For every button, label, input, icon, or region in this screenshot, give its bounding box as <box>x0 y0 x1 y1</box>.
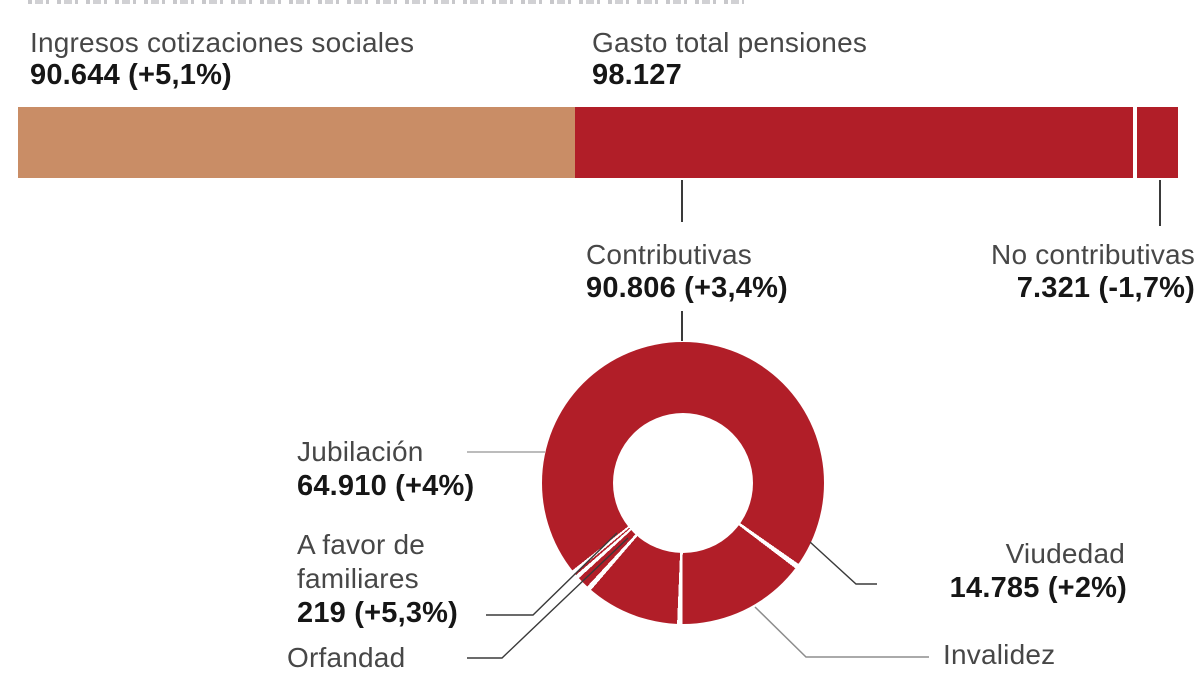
gasto-label: Gasto total pensiones <box>592 27 868 58</box>
a-favor-label-line2: familiares <box>297 563 419 594</box>
viudedad-value: 14.785 (+2%) <box>949 572 1127 604</box>
a-favor-value: 219 (+5,3%) <box>297 597 458 629</box>
gasto-value: 98.127 <box>592 59 682 91</box>
a-favor-label-line1: A favor de <box>297 529 426 560</box>
bar-segment-no-contributivas <box>1137 107 1178 178</box>
bar-segment-contributivas <box>575 107 1133 178</box>
clipped-title-fragment <box>28 0 744 4</box>
ingresos-label: Ingresos cotizaciones sociales <box>30 27 415 58</box>
invalidez-leader-line <box>754 606 929 658</box>
viudedad-label: Viudedad <box>1005 538 1125 569</box>
jubilacion-label: Jubilación <box>297 436 424 467</box>
income-vs-spending-bar <box>18 107 1178 178</box>
contributivas-label: Contributivas <box>586 239 753 270</box>
invalidez-label: Invalidez <box>943 639 1056 670</box>
contributivas-value: 90.806 (+3,4%) <box>586 272 788 304</box>
no-contributivas-label: No contributivas <box>991 239 1195 270</box>
orfandad-label: Orfandad <box>287 642 406 673</box>
viudedad-leader-line <box>809 541 877 585</box>
no-contributivas-value: 7.321 (-1,7%) <box>1016 272 1195 304</box>
jubilacion-value: 64.910 (+4%) <box>297 470 475 502</box>
contributivas-donut-chart <box>542 342 824 624</box>
bar-segment-ingresos <box>18 107 575 178</box>
donut-hole <box>613 413 753 553</box>
ingresos-value: 90.644 (+5,1%) <box>30 59 232 91</box>
